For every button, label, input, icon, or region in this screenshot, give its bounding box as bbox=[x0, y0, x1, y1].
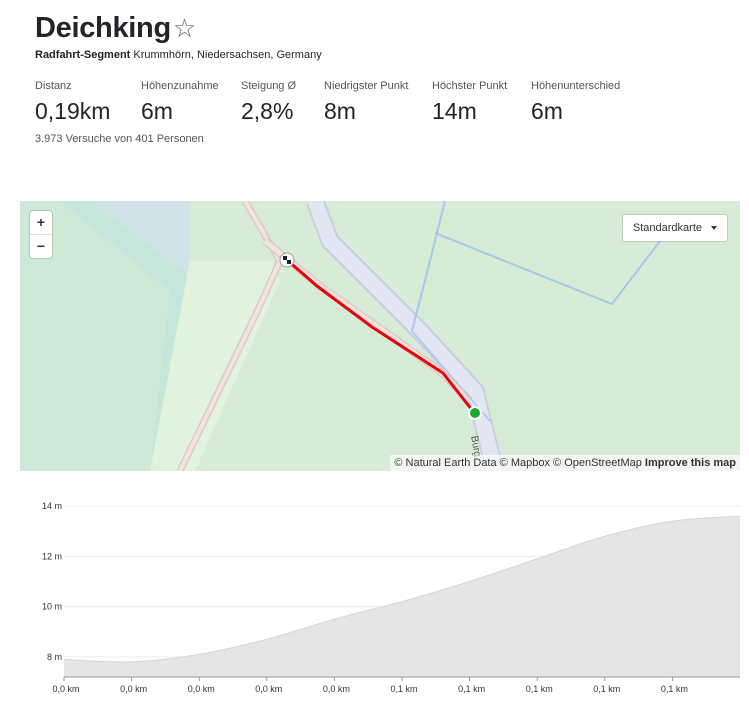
map-attribution: © Natural Earth Data © Mapbox © OpenStre… bbox=[390, 455, 740, 471]
stat-label: Höchster Punkt bbox=[432, 80, 508, 92]
map-canvas[interactable] bbox=[20, 201, 740, 471]
stat-label: Steigung Ø bbox=[241, 80, 297, 92]
stat-label: Niedrigster Punkt bbox=[324, 80, 409, 92]
segment-type: Radfahrt-Segment bbox=[35, 49, 131, 61]
segment-subtitle: Radfahrt-Segment Krummhörn, Niedersachse… bbox=[35, 49, 322, 61]
map-meadow-area bbox=[20, 201, 170, 471]
map-main-road bbox=[307, 201, 503, 471]
x-tick-label: 0,1 km bbox=[593, 684, 620, 694]
stats-row: Distanz 0,19km Höhenzunahme 6m Steigung … bbox=[35, 80, 641, 126]
map-boundary-line bbox=[189, 270, 286, 277]
x-tick-label: 0,0 km bbox=[323, 684, 350, 694]
elevation-line bbox=[63, 515, 741, 663]
stat-label: Höhenzunahme bbox=[141, 80, 219, 92]
stat-avg-grade: Steigung Ø 2,8% bbox=[241, 80, 324, 126]
segment-map[interactable]: Burg + − Standardkarte © Natural Earth D… bbox=[20, 201, 740, 471]
caret-down-icon bbox=[711, 226, 717, 230]
start-marker-icon bbox=[468, 406, 482, 420]
x-tick-label: 0,0 km bbox=[188, 684, 215, 694]
map-road bbox=[178, 201, 283, 471]
stat-label: Höhenunterschied bbox=[531, 80, 621, 92]
attribution-mapbox-link[interactable]: © Mapbox bbox=[499, 457, 550, 469]
map-waterway bbox=[411, 201, 446, 332]
attribution-osm-link[interactable]: © OpenStreetMap bbox=[553, 457, 642, 469]
segment-title: Deichking bbox=[35, 12, 171, 44]
x-tick-label: 0,0 km bbox=[52, 684, 79, 694]
y-tick-label: 10 m bbox=[42, 602, 62, 612]
map-waterway bbox=[434, 232, 661, 306]
stat-lowest-point: Niedrigster Punkt 8m bbox=[324, 80, 432, 126]
map-water-area bbox=[90, 201, 190, 276]
stat-highest-point: Höchster Punkt 14m bbox=[432, 80, 531, 126]
x-tick-label: 0,1 km bbox=[458, 684, 485, 694]
x-tick-label: 0,1 km bbox=[390, 684, 417, 694]
stat-elevation-difference: Höhenunterschied 6m bbox=[531, 80, 641, 126]
stat-distance: Distanz 0,19km bbox=[35, 80, 141, 126]
x-tick-label: 0,1 km bbox=[526, 684, 553, 694]
elevation-chart[interactable]: 14 m 12 m 10 m 8 m 0,0 km 0,0 km 0,0 km 0,0 km 0… bbox=[0, 490, 749, 707]
stat-value: 14m bbox=[432, 98, 477, 124]
stat-value: 6m bbox=[531, 98, 563, 124]
zoom-out-button[interactable]: − bbox=[30, 234, 52, 258]
improve-map-link[interactable]: Improve this map bbox=[644, 457, 736, 469]
stat-label: Distanz bbox=[35, 80, 72, 92]
segment-route-line bbox=[286, 258, 474, 411]
stat-value: 8m bbox=[324, 98, 356, 124]
segment-header: Deichking ☆ bbox=[35, 10, 196, 46]
attempts-count: 3.973 Versuche von 401 Personen bbox=[35, 133, 204, 145]
x-tick-label: 0,0 km bbox=[255, 684, 282, 694]
map-waterway bbox=[411, 330, 491, 422]
zoom-control: + − bbox=[30, 211, 52, 258]
zoom-in-button[interactable]: + bbox=[36, 214, 46, 230]
stat-elevation-gain: Höhenzunahme 6m bbox=[141, 80, 241, 126]
stat-value: 0,19km bbox=[35, 98, 111, 124]
x-tick-label: 0,1 km bbox=[661, 684, 688, 694]
star-icon[interactable]: ☆ bbox=[172, 13, 197, 43]
y-tick-label: 8 m bbox=[47, 652, 62, 662]
map-style-label: Standardkarte bbox=[632, 222, 702, 234]
elevation-area bbox=[64, 516, 740, 677]
attribution-natural-earth-link[interactable]: © Natural Earth Data bbox=[394, 457, 497, 469]
finish-flag-icon bbox=[279, 252, 295, 268]
map-path bbox=[263, 239, 472, 403]
segment-location: Krummhörn, Niedersachsen, Germany bbox=[133, 49, 322, 61]
y-tick-label: 14 m bbox=[42, 501, 62, 511]
stat-value: 6m bbox=[141, 98, 173, 124]
y-tick-label: 12 m bbox=[42, 551, 62, 561]
map-style-dropdown[interactable]: Standardkarte bbox=[622, 215, 727, 241]
map-main-road bbox=[306, 201, 505, 471]
stat-value: 2,8% bbox=[241, 98, 294, 124]
x-tick-label: 0,0 km bbox=[120, 684, 147, 694]
map-field-area bbox=[150, 261, 280, 471]
